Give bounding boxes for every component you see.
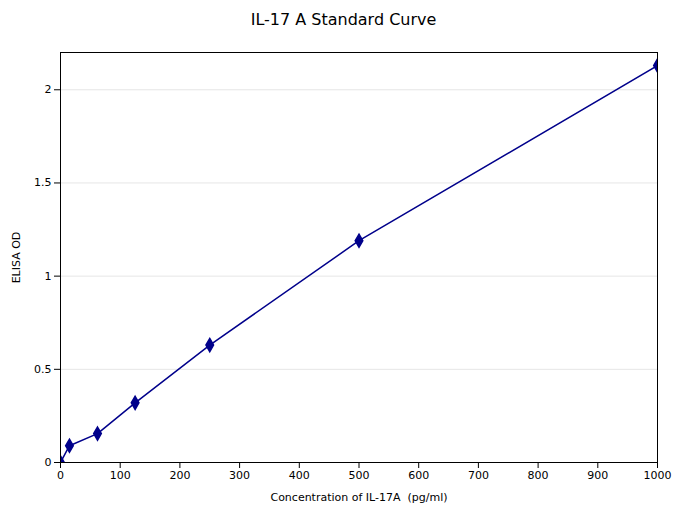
svg-text:300: 300 [229,469,250,482]
html-text:IL-17 A Standard Curve: IL-17 A Standard Curve [250,10,437,29]
svg-text:200: 200 [169,469,190,482]
svg-text:1: 1 [45,270,52,283]
svg-text:1.5: 1.5 [34,176,52,189]
svg-text:0.5: 0.5 [34,363,52,376]
svg-text:900: 900 [587,469,608,482]
svg-text:1000: 1000 [644,469,672,482]
svg-text:0: 0 [57,469,64,482]
svg-text:800: 800 [528,469,549,482]
svg-text:0: 0 [45,456,52,469]
svg-text:600: 600 [408,469,429,482]
svg-text:500: 500 [349,469,370,482]
svg-text:Concentration of IL-17A (pg/m: Concentration of IL-17A (pg/ml) [270,491,447,504]
svg-text:2: 2 [45,83,52,96]
svg-text:100: 100 [110,469,131,482]
svg-text:700: 700 [468,469,489,482]
svg-text:400: 400 [289,469,310,482]
svg-text:ELISA OD: ELISA OD [10,232,23,284]
